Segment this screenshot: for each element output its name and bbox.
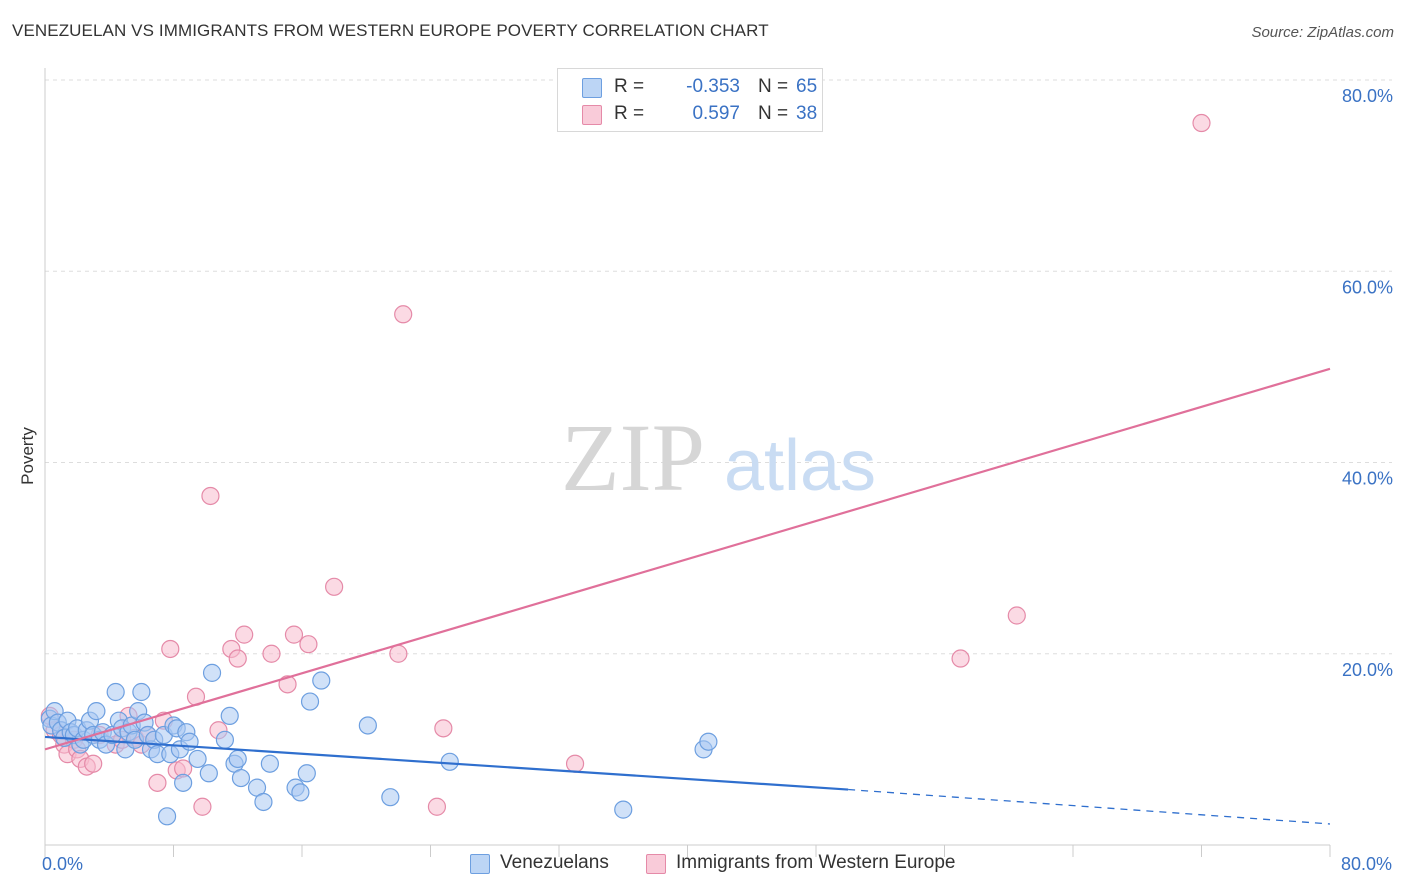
y-tick-label: 40.0% [1342, 469, 1393, 489]
legend-n-label: N = [758, 103, 789, 124]
pink-data-point [84, 754, 103, 773]
blue-data-point [300, 692, 320, 711]
x-tick-label: 80.0% [1341, 854, 1392, 874]
blue-data-point [106, 682, 125, 702]
legend-swatch-blue [582, 78, 602, 98]
pink-trend-line [44, 367, 1331, 751]
pink-data-point [193, 797, 212, 816]
y-tick-label: 20.0% [1342, 660, 1393, 680]
y-axis-label: Poverty [18, 427, 37, 485]
pink-data-point [1192, 113, 1211, 133]
watermark-atlas: atlas [724, 426, 876, 506]
blue-data-point [440, 752, 459, 771]
pink-data-point [389, 644, 408, 663]
blue-data-point [297, 764, 316, 783]
pink-data-point [148, 773, 167, 792]
blue-data-point [202, 663, 222, 682]
chart-title: VENEZUELAN VS IMMIGRANTS FROM WESTERN EU… [12, 21, 769, 40]
pink-data-point [228, 649, 247, 668]
pink-data-point [951, 649, 970, 668]
bottom-legend-swatch-pink [646, 854, 666, 874]
blue-data-point [174, 773, 193, 792]
bottom-legend-label: Immigrants from Western Europe [676, 852, 956, 873]
grid-layer [45, 79, 1392, 655]
pink-data-point [434, 719, 453, 738]
pink-data-point [427, 797, 447, 816]
blue-data-point [291, 783, 310, 802]
pink-data-point [325, 577, 344, 596]
blue-data-point [220, 706, 239, 726]
blue-data-point [699, 732, 718, 751]
pink-data-point [284, 625, 304, 644]
correlation-legend: R = -0.353 N = 65 R = 0.597 N = 38 [557, 68, 823, 132]
legend-n-value: 38 [796, 103, 818, 124]
y-tick-label: 60.0% [1342, 277, 1393, 297]
watermark: ZIP atlas [561, 404, 876, 511]
bottom-legend-label: Venezuelans [500, 852, 609, 873]
source-label: Source: ZipAtlas.com [1251, 24, 1394, 41]
watermark-zip: ZIP [561, 404, 705, 511]
legend-swatch-pink [582, 105, 602, 125]
tick-label-layer: 20.0% 40.0% 60.0% 80.0% 0.0% 80.0% [42, 86, 1393, 874]
blue-data-point [215, 730, 234, 749]
blue-data-point [312, 671, 331, 690]
blue-trend-line [44, 735, 849, 791]
pink-data-point [299, 635, 318, 654]
pink-data-point [1007, 606, 1026, 625]
legend-r-value: 0.597 [692, 103, 740, 124]
trend-layer [44, 367, 1331, 825]
blue-data-point [358, 716, 377, 735]
legend-n-label: N = [758, 76, 789, 97]
blue-data-point [381, 788, 400, 807]
bottom-legend-swatch-blue [470, 854, 490, 874]
legend-r-label: R = [614, 76, 645, 97]
blue-trend-line-extension [848, 788, 1331, 825]
blue-data-point [260, 754, 279, 773]
y-tick-label: 80.0% [1342, 86, 1393, 106]
blue-points-layer [40, 663, 718, 826]
blue-data-point [157, 807, 177, 826]
blue-data-point [87, 702, 106, 721]
legend-r-value: -0.353 [686, 76, 740, 97]
blue-data-point [188, 749, 207, 769]
pink-data-point [565, 754, 585, 773]
legend-r-label: R = [614, 103, 645, 124]
blue-data-point [614, 800, 633, 819]
blue-data-point [254, 792, 273, 812]
x-tick-label: 0.0% [42, 854, 83, 874]
legend-n-value: 65 [796, 76, 818, 97]
pink-data-point [394, 305, 413, 324]
pink-data-point [235, 625, 254, 644]
pink-data-point [262, 644, 281, 663]
pink-data-point [278, 675, 297, 694]
pink-data-point [201, 486, 220, 506]
blue-data-point [228, 749, 247, 769]
blue-data-point [231, 768, 251, 788]
pink-data-point [161, 639, 180, 659]
blue-data-point [132, 682, 151, 702]
blue-data-point [199, 764, 218, 783]
